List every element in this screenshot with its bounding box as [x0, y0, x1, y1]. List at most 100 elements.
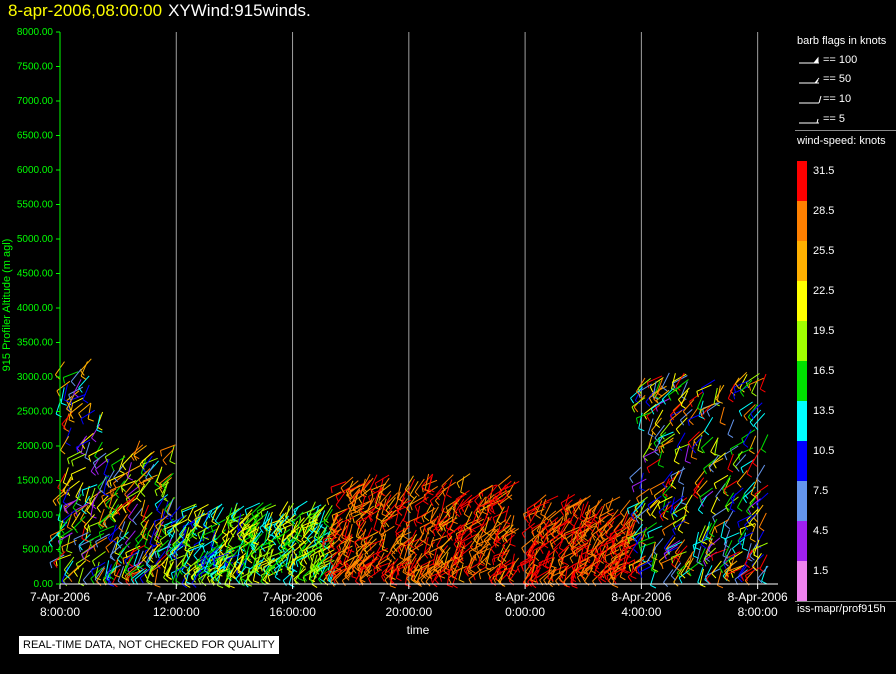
wind-barb	[313, 504, 327, 516]
wind-barb-flag	[605, 534, 611, 540]
wind-barb	[317, 566, 330, 580]
wind-barb	[123, 521, 131, 537]
wind-barb-flag	[423, 494, 427, 501]
speed-label: 28.5	[813, 205, 835, 217]
wind-barb	[408, 529, 417, 545]
wind-barb-flag	[203, 525, 210, 530]
wind-barb	[498, 474, 512, 486]
wind-barb-flag	[711, 554, 714, 561]
wind-barb-flag	[672, 529, 676, 536]
wind-barb-flag	[130, 455, 135, 461]
wind-barb	[66, 394, 75, 410]
wind-barb-flag	[573, 514, 579, 520]
speed-label: 31.5	[813, 165, 835, 177]
wind-barb-flag	[146, 564, 152, 570]
speed-label: 19.5	[813, 325, 835, 337]
wind-barb	[475, 504, 491, 513]
wind-barb	[237, 523, 251, 535]
wind-barb	[66, 511, 73, 528]
wind-barb-flag	[73, 514, 78, 520]
wind-barb	[406, 566, 419, 579]
wind-barb-flag	[66, 550, 73, 554]
wind-barb-flag	[421, 516, 425, 523]
wind-barb-flag	[326, 498, 330, 506]
wind-barb	[674, 443, 691, 451]
wind-barb	[322, 536, 338, 544]
wind-barb	[701, 379, 716, 389]
wind-barb	[529, 567, 541, 581]
wind-barb-flag	[685, 460, 691, 464]
y-tick-label: 5500.00	[17, 200, 54, 211]
wind-barb	[654, 437, 663, 452]
wind-barb-flag	[606, 575, 609, 582]
wind-barb-flag	[506, 574, 512, 580]
wind-barb	[121, 453, 134, 466]
wind-barb	[118, 514, 128, 528]
wind-barb-flag	[542, 564, 549, 570]
wind-barb-flag	[446, 511, 451, 518]
wind-barb-flag	[469, 569, 476, 574]
wind-barb-flag	[490, 548, 495, 554]
wind-barb-flag	[286, 536, 291, 543]
wind-barb-flag	[598, 559, 604, 564]
wind-barb	[116, 531, 129, 544]
wind-barb	[420, 562, 435, 572]
wind-barb-flag	[340, 487, 345, 494]
wind-barb	[379, 490, 392, 504]
wind-barb	[725, 551, 741, 559]
wind-barb	[460, 476, 465, 493]
wind-barb-flag	[757, 577, 763, 584]
wind-barb	[113, 464, 124, 478]
wind-barb	[723, 548, 732, 563]
wind-barb-flag	[346, 571, 351, 578]
wind-barb-flag	[327, 549, 332, 555]
wind-barb-flag	[629, 477, 634, 484]
wind-barb-flag	[360, 510, 367, 515]
wind-barb-flag	[624, 569, 631, 574]
wind-barb	[463, 533, 479, 542]
wind-barb	[371, 483, 387, 491]
speed-swatch	[797, 201, 807, 241]
wind-barb	[410, 558, 422, 571]
wind-barb-flag	[683, 508, 690, 513]
wind-barb-flag	[647, 504, 651, 511]
y-tick-label: 0.00	[34, 579, 54, 590]
wind-barb	[227, 530, 237, 545]
wind-barb-flag	[228, 585, 235, 589]
wind-barb-flag	[111, 515, 116, 522]
wind-barb-flag	[548, 571, 555, 576]
wind-barb-flag	[652, 396, 659, 400]
wind-barb-flag	[73, 527, 79, 534]
wind-barb	[284, 537, 299, 547]
wind-barb-flag	[706, 578, 711, 585]
wind-barb-flag	[646, 415, 651, 422]
wind-barb-flag	[65, 442, 71, 447]
vertical-grid	[175, 32, 759, 584]
wind-barb	[436, 549, 445, 565]
wind-barb	[181, 505, 198, 513]
wind-barb	[499, 561, 514, 570]
wind-barb	[558, 543, 571, 556]
wind-barb	[666, 540, 681, 550]
wind-barb-flag	[633, 512, 638, 518]
wind-barb-flag	[161, 484, 167, 490]
wind-barb	[651, 417, 662, 431]
wind-barb	[183, 565, 197, 577]
wind-barb-flag	[133, 454, 138, 461]
wind-barb	[354, 535, 370, 543]
barb-legend-10: == 10	[823, 93, 852, 105]
wind-barb	[73, 516, 86, 529]
wind-barb	[517, 558, 532, 568]
legend-panel: barb flags in knots == 100 == 50 == 10 =…	[795, 30, 896, 624]
wind-barb	[211, 519, 226, 528]
wind-barb	[275, 512, 287, 526]
wind-barb	[238, 555, 245, 572]
wind-barb	[526, 499, 541, 510]
wind-barb-flag	[758, 526, 765, 532]
wind-barb	[348, 533, 353, 550]
wind-barb	[576, 522, 582, 539]
wind-barb	[71, 453, 87, 462]
wind-barb	[458, 500, 473, 511]
wind-barb	[723, 480, 738, 490]
wind-barb-flag	[473, 538, 478, 544]
